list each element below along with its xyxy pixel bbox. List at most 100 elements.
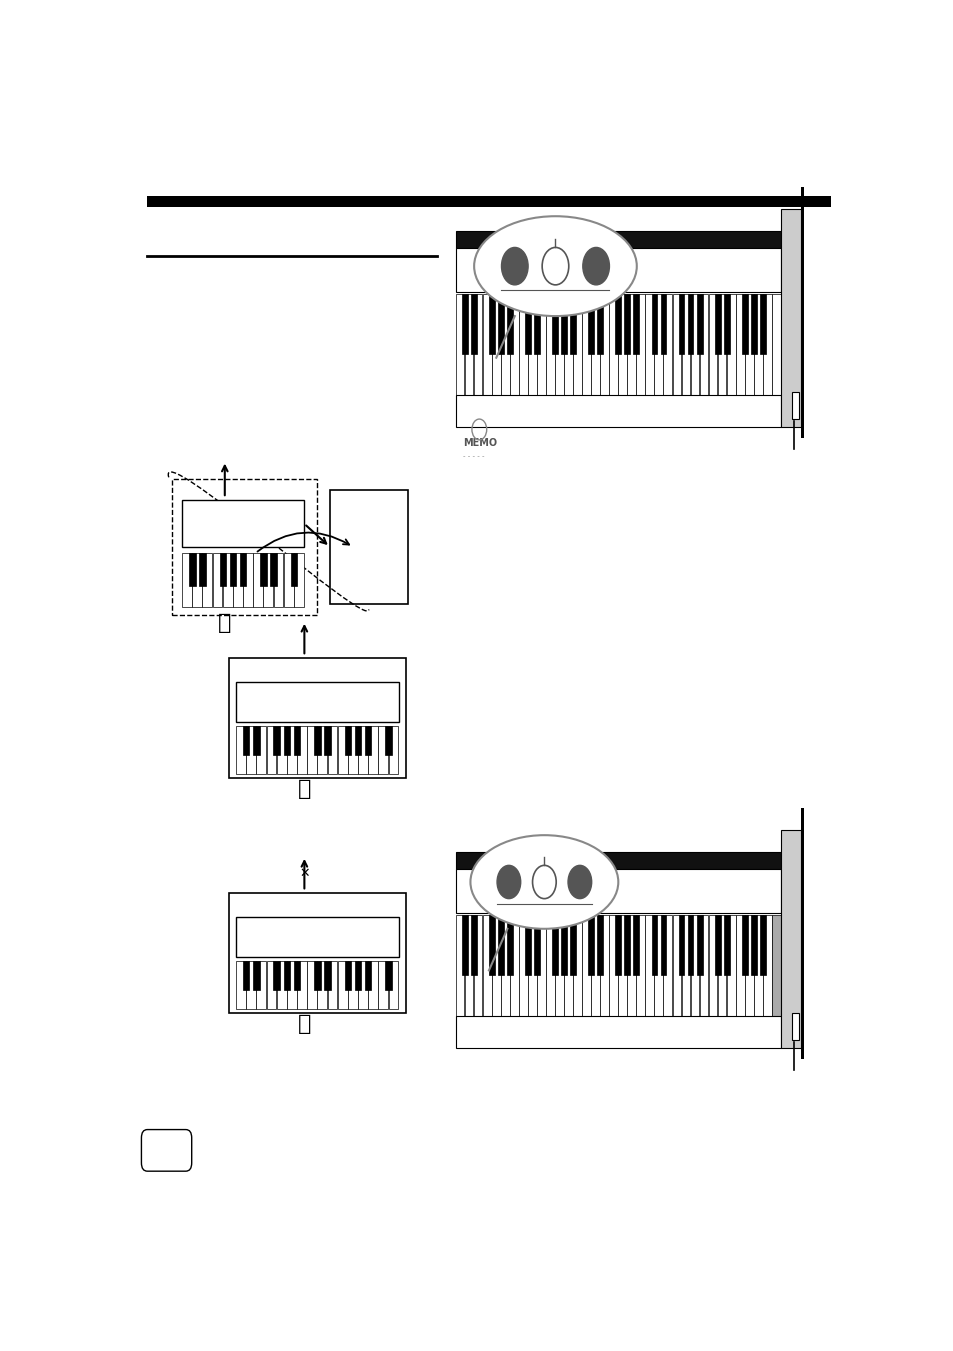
Text: 𝆕: 𝆕 [218, 612, 232, 632]
Bar [506, 295, 512, 354]
Bar [699, 295, 708, 394]
Bar [662, 295, 672, 394]
Bar [482, 915, 491, 1016]
Bar [726, 295, 735, 394]
Bar [474, 915, 482, 1016]
Bar [243, 725, 250, 755]
Bar [294, 554, 303, 608]
Bar [235, 725, 246, 774]
Bar [317, 961, 327, 1009]
Bar [662, 915, 672, 1016]
Bar [741, 915, 747, 975]
Bar [527, 915, 537, 1016]
Bar [388, 961, 398, 1009]
Bar [570, 295, 576, 354]
Bar [260, 554, 267, 586]
Bar [654, 295, 662, 394]
Bar [573, 915, 581, 1016]
Bar [581, 295, 590, 394]
Bar [750, 295, 756, 354]
Bar [708, 915, 717, 1016]
Bar [678, 295, 683, 354]
Bar [714, 915, 720, 975]
Bar [229, 893, 406, 1013]
Bar [492, 915, 500, 1016]
Bar [365, 725, 371, 755]
Bar [283, 725, 290, 755]
Bar [456, 915, 464, 1016]
Bar [699, 915, 708, 1016]
Bar [233, 554, 242, 608]
Bar [253, 961, 259, 990]
Bar [193, 554, 202, 608]
Bar [199, 554, 206, 586]
Bar [524, 295, 530, 354]
Bar [506, 915, 512, 975]
Bar [599, 915, 608, 1016]
Bar [518, 295, 527, 394]
Bar [563, 295, 572, 394]
Bar [717, 295, 726, 394]
Bar [570, 915, 576, 975]
Bar [618, 915, 626, 1016]
Bar [753, 915, 761, 1016]
Bar [509, 295, 518, 394]
Bar [636, 295, 644, 394]
Bar [287, 725, 296, 774]
Bar [294, 961, 300, 990]
Bar [291, 554, 297, 586]
Ellipse shape [474, 216, 636, 316]
Bar [235, 961, 246, 1009]
Bar [482, 295, 491, 394]
Bar [355, 725, 361, 755]
Bar [270, 554, 276, 586]
Bar [651, 295, 657, 354]
Bar [246, 961, 255, 1009]
Bar [266, 725, 276, 774]
Bar [222, 554, 233, 608]
Bar [723, 915, 729, 975]
Circle shape [501, 247, 528, 285]
Bar [624, 295, 630, 354]
Bar [672, 915, 680, 1016]
Bar [801, 808, 803, 1059]
Circle shape [497, 866, 520, 898]
Bar [537, 295, 545, 394]
Bar [560, 915, 566, 975]
Bar [456, 852, 781, 869]
Bar [615, 295, 620, 354]
Bar [307, 725, 316, 774]
Bar [344, 725, 351, 755]
Bar [500, 295, 509, 394]
Bar [461, 295, 467, 354]
Bar [563, 915, 572, 1016]
Bar [388, 725, 398, 774]
Bar [791, 1013, 798, 1040]
Circle shape [532, 866, 556, 898]
Bar [253, 554, 263, 608]
Bar [678, 915, 683, 975]
Text: 𝆕: 𝆕 [297, 1015, 311, 1034]
Bar [283, 961, 290, 990]
Bar [276, 961, 286, 1009]
Bar [588, 295, 594, 354]
Bar [287, 961, 296, 1009]
Bar [609, 915, 618, 1016]
Bar [627, 915, 636, 1016]
Circle shape [567, 866, 591, 898]
Bar [714, 295, 720, 354]
Bar [365, 961, 371, 990]
Bar [771, 915, 780, 1016]
Bar [741, 295, 747, 354]
Bar [344, 961, 351, 990]
Bar [378, 961, 388, 1009]
Bar [744, 915, 753, 1016]
Bar [348, 961, 357, 1009]
Bar [591, 915, 599, 1016]
Bar [801, 186, 803, 438]
Bar [659, 915, 666, 975]
Bar [762, 295, 771, 394]
Bar [219, 554, 226, 586]
Bar [609, 295, 618, 394]
Bar [654, 915, 662, 1016]
